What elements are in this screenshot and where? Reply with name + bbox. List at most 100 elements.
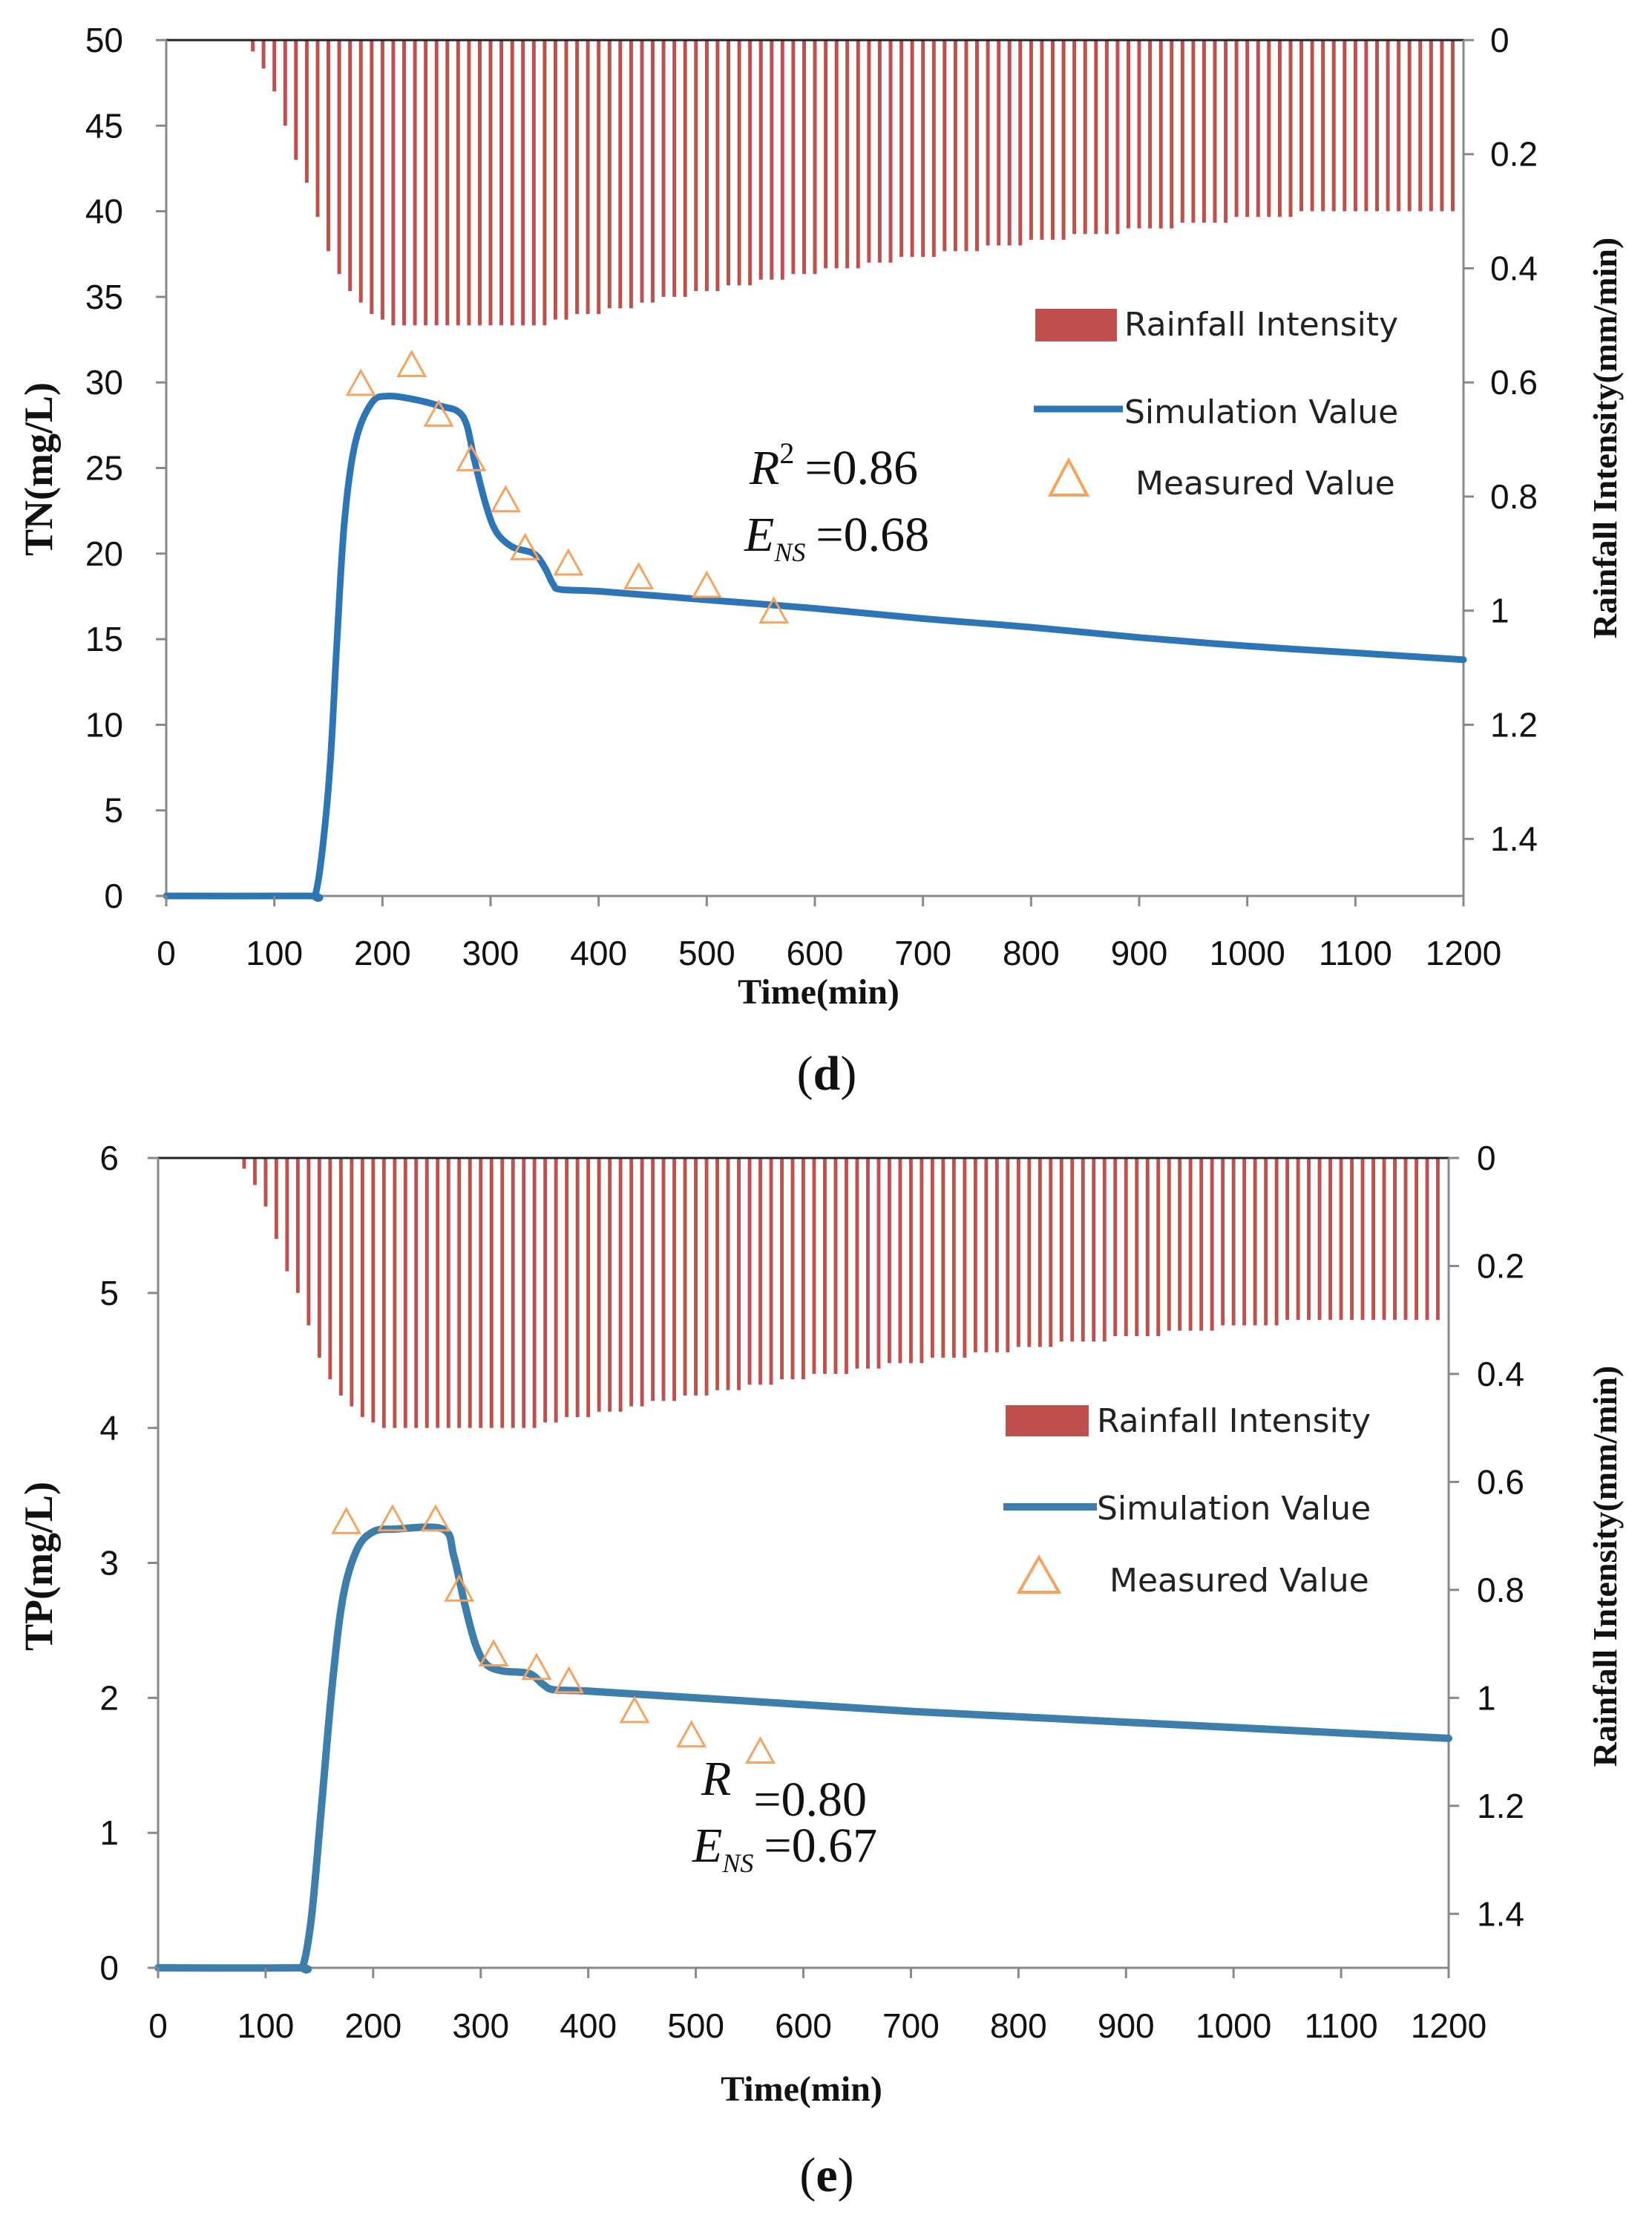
rain-bar [1167,1158,1171,1331]
y2-tick-label: 0.2 [1490,135,1538,174]
rain-bar [683,40,687,297]
measured-points [331,1504,776,1764]
y-tick-label: 20 [85,534,123,573]
rain-bar [1148,40,1153,229]
rain-bar [1210,1158,1214,1331]
rain-bar [856,40,860,269]
rain-bar [1224,40,1228,223]
rain-bar [456,40,460,326]
measured-point [744,1736,776,1764]
y-tick-label: 35 [85,278,123,316]
rain-bar [597,1158,601,1412]
rain-bar [1436,1158,1440,1321]
rain-bar [380,40,384,320]
rain-bar [1135,1158,1139,1336]
rain-bar [661,1158,666,1401]
rain-bar [855,1158,859,1369]
rain-bar [1178,1158,1182,1331]
rain-bar [565,1158,569,1418]
rain-bar [283,40,287,126]
nash-sutcliffe: ENS =0.68 [744,508,929,567]
rain-bar [1027,1158,1032,1347]
rain-bar [294,40,298,160]
measured-points [345,350,790,624]
y2-tick-labels: 0 0.2 0.4 0.6 0.8 1 1.2 1.4 [1463,21,1538,858]
rain-bar [1104,40,1109,235]
y2-axis-title: Rainfall Intensity(mm/min) [1586,1366,1624,1767]
rain-bar [371,1158,376,1423]
rain-bar [436,1158,440,1428]
rain-bar [1231,1158,1236,1326]
rain-bar [500,1158,505,1428]
rain-bar [1375,40,1379,212]
rain-bar [446,1158,450,1428]
rain-bar [715,40,720,292]
rain-bar [672,1158,676,1401]
rain-bar [704,40,709,292]
measured-point [490,485,521,513]
simulation-line [163,393,1467,902]
x-tick-label: 400 [560,2006,617,2045]
rain-bar [1092,1158,1096,1342]
rain-bar [802,40,806,275]
measured-point [420,1504,451,1532]
rain-bar [618,1158,623,1412]
x-tick-label: 900 [1111,934,1168,972]
rain-bar [790,1158,795,1380]
rain-bar [1277,40,1282,217]
x-tick-label: 300 [462,934,519,972]
rain-bar [575,1158,580,1418]
rain-bar [1397,40,1401,212]
rain-bar [1188,1158,1193,1331]
x-tick-labels: 0 100 200 300 400 500 600 700 800 900 1000 1100 1200 [148,1968,1487,2045]
legend-swatch-measured [1047,457,1090,497]
rain-bar [337,40,341,275]
rain-bar [531,40,536,326]
rain-bars [242,1158,1440,1428]
rain-bar [802,1158,805,1380]
y-tick-label: 0 [99,1949,119,1987]
y2-axis-title: Rainfall Intensity(mm/min) [1586,238,1624,639]
rain-bar [964,40,968,252]
rain-bar [1364,40,1369,212]
y2-tick-label: 1 [1477,1678,1496,1717]
y-tick-label: 10 [85,705,123,744]
y-tick-label: 6 [99,1139,119,1177]
rain-bar [640,40,644,303]
rain-bar [1274,1158,1279,1326]
rain-bar [898,1158,902,1364]
rain-bar [921,40,925,258]
y-tick-label: 40 [85,192,123,231]
rain-bar [1393,1158,1397,1321]
x-tick-label: 300 [452,2006,509,2045]
rain-bar [640,1158,644,1407]
rain-bar [963,1158,967,1358]
rain-bar [1407,40,1412,212]
rain-bar [1360,1158,1365,1321]
x-tick-label: 100 [246,934,303,972]
y-tick-label: 5 [99,1274,119,1312]
y-tick-label: 25 [85,449,123,488]
measured-point [345,368,376,396]
rain-bar [1156,1158,1161,1336]
rain-bar [845,1158,848,1374]
rain-bar [242,1158,246,1169]
rain-bar [770,40,774,280]
rain-bar [261,40,266,69]
measured-point [396,350,427,377]
rain-bar [425,1158,429,1428]
rain-bar [747,1158,752,1385]
rain-bar [1371,1158,1375,1321]
chart-panel-e: 0 100 200 300 400 500 600 700 800 900 1000 1100 1200… [16,1139,1624,2202]
rain-bar [1310,40,1314,212]
rain-bar [1321,40,1325,212]
y-tick-label: 4 [99,1409,119,1447]
rain-bar [629,1158,634,1407]
rain-bar [489,1158,494,1428]
y-tick-label: 2 [99,1678,119,1717]
y2-tick-label: 0.4 [1490,249,1538,287]
rain-bar [813,40,817,275]
x-tick-label: 1000 [1196,2006,1271,2045]
rain-bar [737,40,741,286]
